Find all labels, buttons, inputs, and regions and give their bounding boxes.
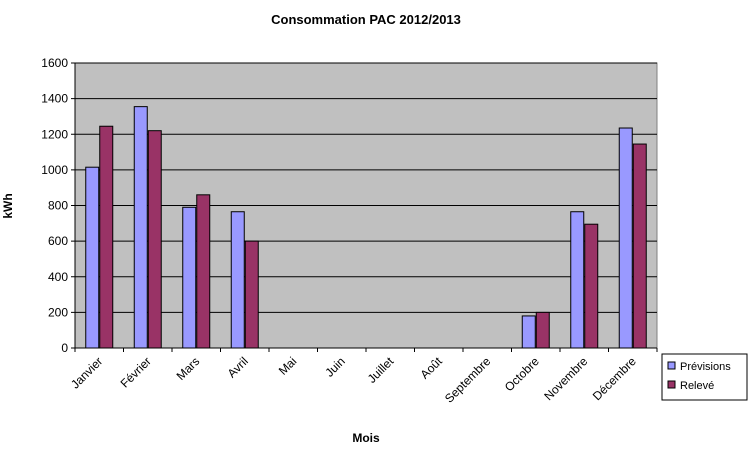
legend-swatch [667, 361, 676, 370]
bar-previsions [85, 166, 100, 349]
bar-releve [535, 311, 550, 349]
y-tick-label: 800 [48, 199, 68, 213]
bar-releve [244, 240, 259, 349]
legend-box [661, 353, 748, 401]
y-tick-label: 600 [48, 234, 68, 248]
y-tick-label: 0 [61, 341, 68, 355]
y-tick-label: 1200 [41, 127, 68, 141]
bar-releve [632, 143, 647, 349]
bar-previsions [182, 206, 197, 349]
bar-previsions [570, 211, 585, 349]
y-tick-label: 200 [48, 305, 68, 319]
legend: Prévisions Relevé [661, 353, 748, 401]
legend-label: Relevé [680, 380, 714, 392]
gridlines [75, 62, 657, 313]
bar-previsions [521, 315, 536, 349]
x-tick-label: Janvier [68, 354, 105, 391]
x-tick-label: Octobre [502, 354, 542, 394]
x-axis-title: Mois [352, 431, 380, 445]
x-tick-label: Décembre [590, 354, 639, 403]
y-tick-label: 1400 [41, 92, 68, 106]
bar-releve [147, 130, 162, 349]
bar-releve [196, 194, 211, 349]
legend-label: Prévisions [680, 361, 731, 373]
x-axis-ticks: Janvier Février Mars Avril Mai Juin Juillet Aoû… [68, 348, 658, 406]
bar-previsions [618, 127, 633, 349]
y-tick-label: 400 [48, 270, 68, 284]
bars [85, 106, 647, 349]
legend-swatch [667, 380, 676, 389]
x-tick-label: Mai [276, 354, 300, 378]
bar-releve [584, 223, 599, 349]
bar-previsions [133, 106, 148, 349]
x-tick-label: Septembre [442, 354, 494, 406]
chart-title: Consommation PAC 2012/2013 [271, 12, 461, 27]
x-tick-label: Novembre [541, 354, 590, 403]
y-tick-label: 1600 [41, 56, 68, 70]
y-axis-title: kWh [1, 193, 15, 218]
x-tick-label: Février [118, 354, 154, 390]
bar-releve [99, 125, 114, 349]
y-axis-ticks: 0 200 400 600 800 1000 1200 1400 1600 [41, 56, 75, 355]
x-tick-label: Juin [322, 354, 347, 379]
x-tick-label: Mars [174, 354, 203, 383]
x-tick-label: Août [418, 354, 446, 382]
y-tick-label: 1000 [41, 163, 68, 177]
bar-previsions [230, 211, 245, 349]
x-tick-label: Avril [225, 354, 251, 380]
x-tick-label: Juillet [365, 354, 397, 386]
